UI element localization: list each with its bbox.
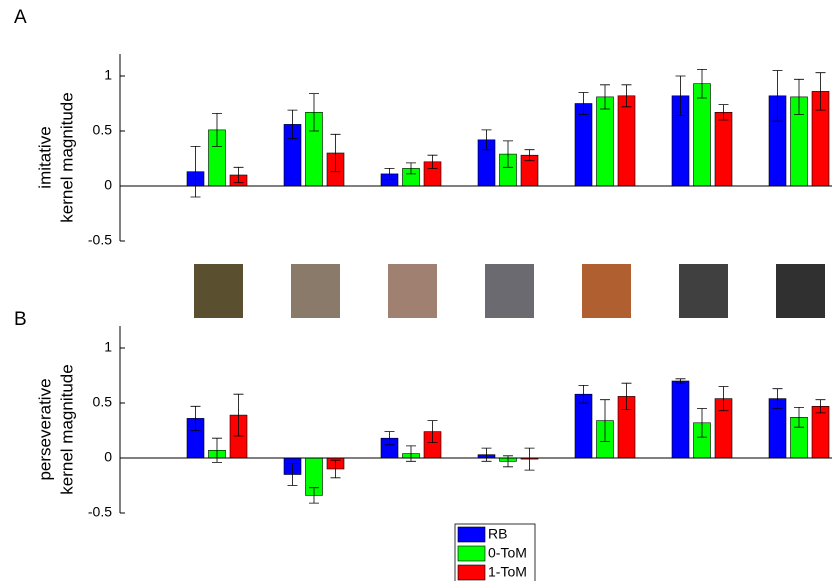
error-bar (718, 104, 729, 121)
bar (811, 405, 830, 459)
y-tick-label: 1 (104, 67, 112, 83)
y-tick-label: 0.5 (93, 122, 113, 138)
error-bar (524, 149, 535, 162)
error-bar (212, 113, 222, 147)
primate-photo (485, 264, 534, 318)
primate-photo (291, 264, 340, 318)
legend-swatch (457, 564, 486, 581)
y-tick-label: 0.5 (93, 394, 113, 410)
legend-label: RB (488, 526, 507, 542)
y-tick-label: 1 (104, 339, 112, 355)
error-bar (621, 84, 632, 108)
y-axis-label: kernel magnitude (57, 364, 76, 494)
error-bar (233, 393, 244, 437)
error-bar (427, 154, 438, 169)
legend-swatch (457, 526, 486, 543)
primate-photo (776, 264, 825, 318)
error-bar (503, 140, 513, 168)
error-bar (697, 69, 707, 99)
error-bar (330, 133, 341, 173)
error-bar (330, 459, 341, 479)
bar (693, 83, 711, 187)
bar (596, 96, 614, 187)
error-bar (772, 70, 783, 122)
panel-label: B (14, 309, 27, 330)
panel-label: A (14, 7, 27, 28)
y-tick-label: 0 (104, 449, 112, 465)
error-bar (600, 84, 610, 110)
bar (574, 103, 593, 187)
primate-photo (388, 264, 437, 318)
error-bar (524, 447, 535, 471)
error-bar (772, 388, 783, 409)
error-bar (190, 146, 201, 198)
y-axis-label: perseverative (35, 378, 54, 480)
error-bar (427, 420, 438, 443)
bar (714, 112, 733, 187)
y-tick-label: 0 (104, 177, 112, 193)
error-bar (815, 399, 826, 414)
bar (671, 380, 690, 459)
error-bar (600, 399, 610, 442)
error-bar (481, 129, 492, 151)
error-bar (309, 93, 319, 132)
legend-label: 0-ToM (488, 545, 527, 561)
error-bar (309, 487, 319, 504)
error-bar (675, 75, 686, 116)
y-tick-label: -0.5 (88, 232, 112, 248)
error-bar (621, 382, 632, 410)
y-axis-label: imitative (35, 126, 54, 188)
error-bar (406, 445, 416, 462)
error-bar (233, 166, 244, 184)
error-bar (384, 431, 395, 446)
error-bar (675, 378, 686, 384)
primate-photo (679, 264, 728, 318)
error-bar (481, 447, 492, 462)
bar (617, 95, 636, 187)
legend-label: 1-ToM (488, 564, 527, 580)
error-bar (190, 405, 201, 431)
error-bar (794, 78, 804, 115)
y-axis-label: kernel magnitude (57, 92, 76, 222)
error-bar (406, 162, 416, 175)
bar (574, 393, 593, 459)
error-bar (578, 385, 589, 404)
error-bar (815, 72, 826, 111)
error-bar (578, 92, 589, 115)
legend-swatch (457, 545, 486, 562)
error-bar (697, 408, 707, 438)
primate-photo (582, 264, 631, 318)
error-bar (287, 463, 298, 486)
y-tick-label: -0.5 (88, 504, 112, 520)
error-bar (287, 109, 298, 140)
error-bar (794, 407, 804, 428)
primate-photo (194, 264, 243, 318)
error-bar (718, 386, 729, 412)
error-bar (384, 168, 395, 180)
